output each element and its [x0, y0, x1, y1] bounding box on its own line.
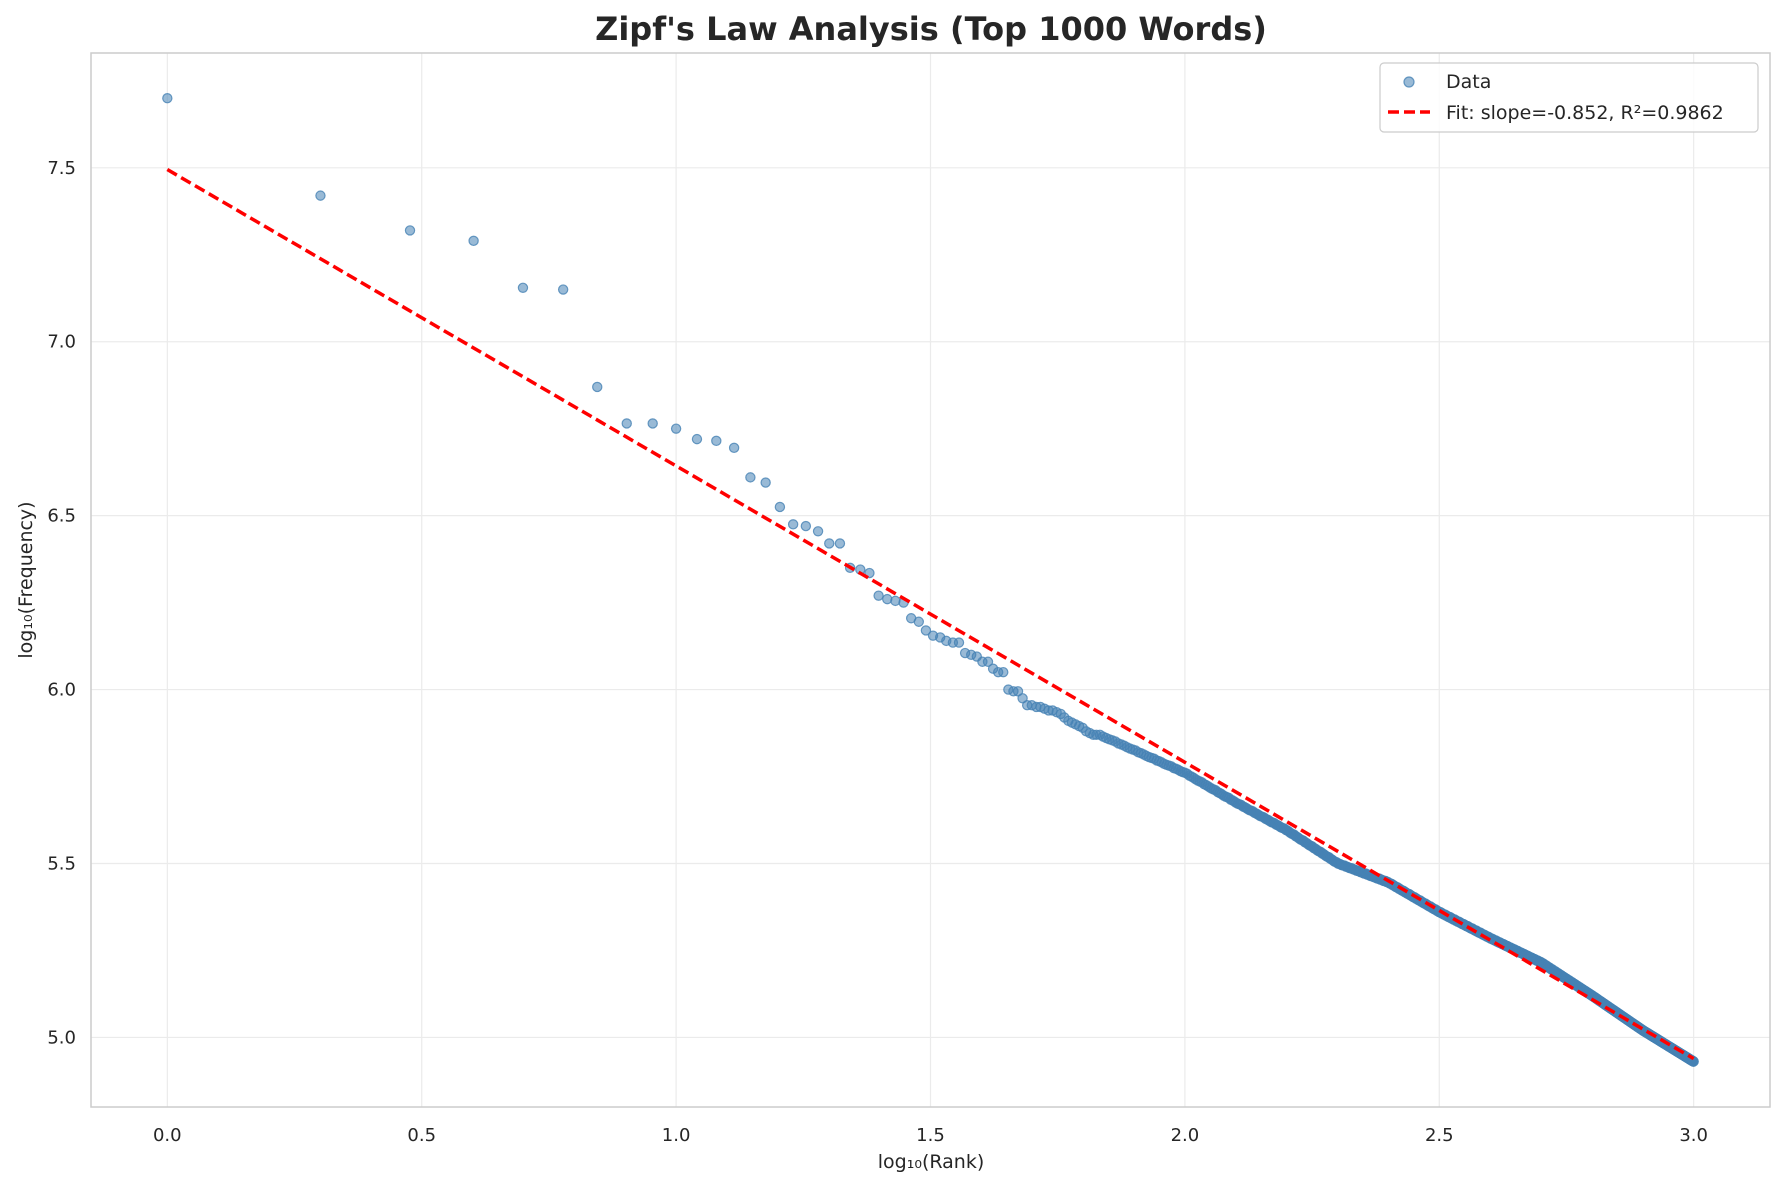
- data-point: [592, 381, 603, 393]
- legend-label-fit: Fit: slope=-0.852, R²=0.9862: [1446, 102, 1724, 124]
- data-point: [834, 538, 846, 549]
- plot-frame: [90, 52, 1771, 1108]
- x-tick-label: 1.0: [662, 1125, 691, 1146]
- data-point: [670, 423, 682, 434]
- data-point: [647, 418, 658, 429]
- x-tick-label: 2.0: [1171, 1125, 1200, 1146]
- legend-marker-data: [1403, 76, 1415, 88]
- data-point: [404, 225, 416, 236]
- y-tick-label: 6.0: [47, 680, 76, 701]
- data-point: [824, 538, 835, 549]
- fit-line: [166, 168, 1695, 1061]
- x-tick-label: 0.0: [153, 1125, 182, 1146]
- data-point: [787, 519, 799, 530]
- data-point: [760, 477, 771, 488]
- data-point: [691, 433, 703, 445]
- data-point: [873, 590, 884, 601]
- y-tick-label: 7.5: [47, 158, 76, 179]
- data-point: [517, 282, 529, 293]
- data-point: [162, 93, 173, 104]
- data-point: [953, 637, 965, 648]
- data-point: [315, 190, 326, 201]
- legend-box: [1379, 62, 1759, 133]
- data-point: [812, 526, 824, 537]
- data-point: [621, 418, 632, 429]
- data-point: [800, 520, 812, 532]
- y-tick-label: 5.0: [47, 1027, 76, 1048]
- y-tick-label: 5.5: [47, 854, 76, 875]
- data-point: [711, 435, 722, 447]
- x-axis-ticks: 0.0 0.5 1.0 1.5 2.0 2.5 3.0: [153, 1125, 1708, 1146]
- legend-label-data: Data: [1446, 71, 1491, 93]
- chart-title: Zipf's Law Analysis (Top 1000 Words): [595, 10, 1267, 48]
- x-tick-label: 2.5: [1425, 1125, 1454, 1146]
- data-point: [468, 235, 479, 247]
- data-point: [745, 472, 756, 483]
- grid: [91, 53, 1770, 1107]
- data-point: [774, 501, 786, 513]
- x-tick-label: 1.5: [916, 1125, 945, 1146]
- data-point: [998, 666, 1009, 678]
- legend: Data Fit: slope=-0.852, R²=0.9862: [1379, 62, 1759, 133]
- y-axis-label: log₁₀(Frequency): [15, 501, 37, 658]
- data-point: [982, 656, 994, 667]
- x-axis-label: log₁₀(Rank): [878, 1151, 985, 1173]
- data-point: [557, 284, 569, 295]
- fit-line-series: [166, 168, 1695, 1061]
- data-point: [920, 625, 932, 636]
- y-tick-label: 7.0: [47, 332, 76, 353]
- data-point: [728, 442, 740, 454]
- y-tick-label: 6.5: [47, 506, 76, 527]
- x-tick-label: 3.0: [1679, 1125, 1708, 1146]
- data-point: [913, 616, 925, 627]
- y-axis-ticks: 5.0 5.5 6.0 6.5 7.0 7.5: [47, 158, 76, 1049]
- x-tick-label: 0.5: [407, 1125, 436, 1146]
